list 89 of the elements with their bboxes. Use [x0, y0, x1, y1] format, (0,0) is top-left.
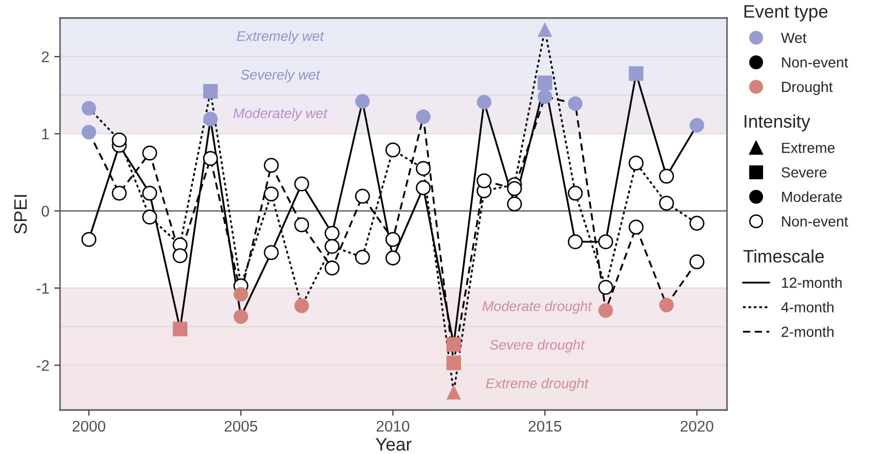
- point: [355, 94, 370, 109]
- point: [82, 124, 96, 140]
- point: [203, 84, 218, 99]
- text: Extreme: [782, 142, 835, 153]
- band-label: Severe drought: [490, 339, 585, 352]
- point: [142, 186, 158, 201]
- text: Severe: [782, 167, 826, 178]
- text: Moderate: [782, 191, 842, 202]
- x-tick-label: 2005: [224, 420, 258, 432]
- point: [538, 89, 552, 104]
- text: Event type: [744, 5, 828, 22]
- point: [446, 384, 461, 400]
- point: [385, 250, 400, 266]
- point: [507, 196, 522, 212]
- legend-label: Drought: [782, 81, 833, 95]
- point: [385, 142, 400, 158]
- point: [416, 161, 431, 176]
- x-tick-label: 2015: [528, 420, 562, 432]
- point: [234, 309, 248, 324]
- band-label: Extremely wet: [236, 30, 324, 44]
- band-label: Moderately wet: [233, 108, 328, 121]
- point: [538, 22, 552, 37]
- point: [172, 322, 188, 336]
- point: [446, 337, 461, 352]
- legend-label: 12-month: [782, 277, 842, 288]
- legend-label: 4-month: [781, 302, 834, 312]
- point: [81, 232, 96, 247]
- point: [628, 156, 644, 171]
- x-axis-title: Year: [376, 438, 412, 451]
- point: [142, 146, 158, 161]
- legend-title: Timescale: [743, 249, 824, 263]
- text: Non-event: [782, 57, 848, 68]
- point: [659, 298, 674, 312]
- point: [203, 112, 218, 126]
- point: [82, 101, 96, 116]
- point: [628, 66, 644, 81]
- point: [355, 250, 370, 265]
- text: Intensity: [744, 114, 810, 132]
- point: [264, 186, 279, 202]
- band-label: Moderate drought: [482, 300, 592, 314]
- point: [690, 118, 704, 133]
- point: [689, 216, 704, 231]
- point: [172, 248, 188, 264]
- point: [264, 245, 279, 260]
- point: [659, 168, 674, 184]
- legend-label: 2-month: [782, 326, 834, 337]
- point: [112, 186, 127, 201]
- point: [234, 286, 248, 302]
- band-label: Extreme drought: [486, 378, 589, 392]
- x-tick-label: 2000: [72, 420, 106, 432]
- point: [689, 254, 704, 270]
- point: [446, 356, 461, 370]
- point: [355, 188, 370, 204]
- point: [264, 158, 279, 173]
- y-tick-label: -1: [36, 283, 49, 294]
- point: [203, 150, 218, 166]
- point: [142, 210, 158, 225]
- x-tick-label: 2010: [376, 420, 410, 432]
- y-tick-label: 2: [42, 51, 49, 62]
- legend-label: Wet: [780, 32, 806, 44]
- y-axis-title: SPEI: [14, 195, 27, 234]
- point: [294, 217, 310, 232]
- y-tick-label: 1: [42, 128, 49, 140]
- point: [385, 232, 400, 247]
- point: [416, 180, 431, 196]
- point: [598, 303, 613, 318]
- point: [538, 76, 552, 90]
- point: [416, 109, 431, 124]
- band-label: Severely wet: [240, 69, 320, 82]
- x-tick-label: 2020: [680, 420, 714, 432]
- point: [598, 280, 614, 295]
- point: [476, 173, 492, 188]
- point: [294, 176, 310, 192]
- legend-label: Non-event: [782, 216, 848, 227]
- point: [112, 132, 127, 148]
- point: [324, 260, 340, 276]
- point: [628, 220, 644, 235]
- point: [598, 234, 614, 250]
- point: [659, 196, 674, 211]
- point: [568, 186, 583, 201]
- point: [324, 238, 340, 254]
- point: [507, 181, 522, 196]
- point: [324, 226, 340, 241]
- y-tick-label: -2: [36, 360, 49, 371]
- point: [568, 96, 583, 111]
- point: [568, 234, 583, 250]
- point: [476, 94, 492, 110]
- point: [294, 298, 309, 314]
- y-tick-label: 0: [42, 206, 49, 217]
